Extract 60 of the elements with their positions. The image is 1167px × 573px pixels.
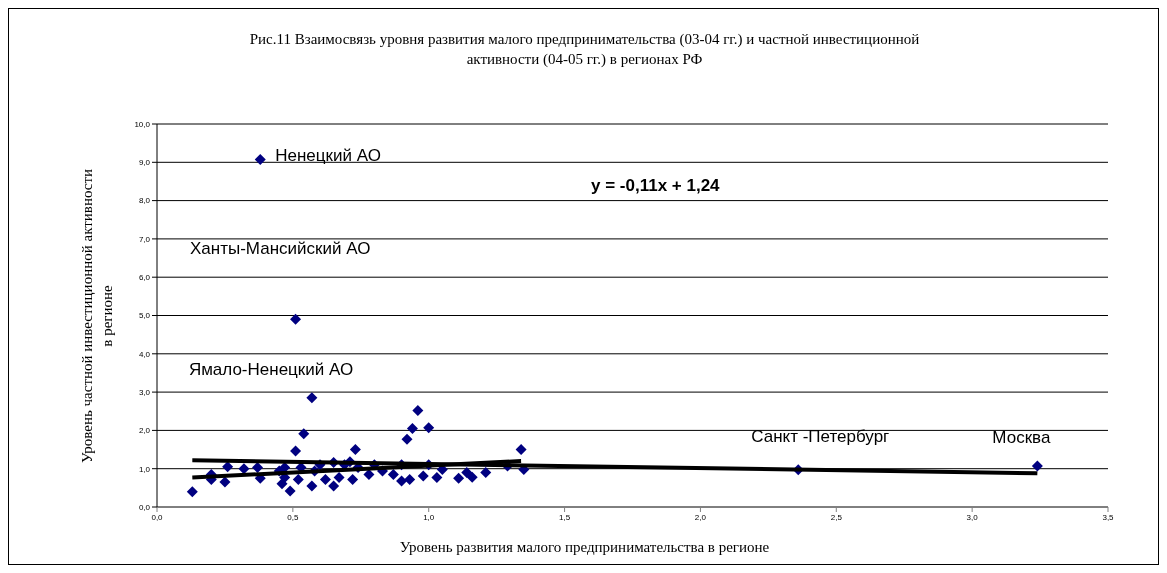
point	[406, 422, 418, 434]
y-tick-label: 0,0	[138, 502, 151, 512]
point	[306, 480, 318, 492]
point	[515, 444, 527, 456]
x-tick-label: 0,5	[287, 512, 299, 522]
x-tick-label: 1,0	[423, 512, 435, 522]
point	[284, 485, 296, 497]
x-tick-label: 3,0	[966, 512, 979, 522]
point	[222, 461, 234, 473]
point	[319, 473, 331, 485]
annotation: Ханты-Мансийский АО	[190, 239, 371, 258]
annotation: Ямало-Ненецкий АО	[188, 360, 354, 380]
point	[292, 473, 304, 485]
y-tick-label: 6,0	[138, 273, 151, 283]
point	[453, 472, 465, 484]
point	[423, 422, 435, 434]
point	[186, 486, 198, 498]
point	[387, 468, 399, 480]
point	[219, 476, 231, 488]
y-tick-label: 10,0	[134, 119, 151, 129]
point	[298, 428, 310, 440]
y-tick-label: 5,0	[138, 311, 151, 321]
x-tick-label: 2,0	[694, 512, 707, 522]
point	[306, 392, 318, 404]
x-tick-label: 3,5	[1102, 512, 1115, 522]
y-axis-title: Уровень частной инвестиционной активности в регионе	[78, 167, 116, 465]
annotation: y = -0,11x + 1,24	[591, 176, 721, 195]
y-tick-label: 2,0	[138, 426, 151, 436]
x-tick-label: 1,5	[559, 512, 571, 522]
point	[431, 472, 443, 484]
point	[480, 467, 492, 479]
y-tick-label: 9,0	[138, 158, 151, 168]
x-tick-label: 2,5	[830, 512, 843, 522]
point	[290, 313, 302, 325]
point	[349, 444, 361, 456]
annotation: Ненецкий АО	[275, 146, 381, 166]
point	[290, 445, 302, 457]
point	[333, 472, 345, 484]
y-tick-label: 3,0	[138, 387, 151, 397]
point	[412, 404, 424, 416]
point	[347, 473, 359, 485]
point	[396, 475, 408, 487]
point	[254, 154, 266, 166]
x-axis-title: Уровень развития малого предпринимательства в регионе	[398, 539, 771, 556]
point	[466, 471, 478, 483]
y-tick-label: 7,0	[138, 234, 151, 244]
y-tick-label: 4,0	[138, 349, 151, 359]
point	[401, 433, 413, 445]
y-tick-label: 8,0	[138, 196, 151, 206]
point	[328, 480, 340, 492]
point	[461, 467, 473, 479]
x-tick-label: 0,0	[151, 512, 164, 522]
annotation: Москва	[992, 427, 1051, 447]
point	[417, 470, 429, 482]
chart-title: Рис.11 Взаимосвязь уровня развития малого предпринимательства (03-04 гг.) и частной инвестиционной активности (04-05 гг.) в регионах РФ	[248, 30, 921, 69]
point	[1031, 460, 1043, 472]
point	[252, 462, 264, 474]
point	[404, 473, 416, 485]
y-tick-label: 1,0	[138, 464, 151, 474]
annotation: Санкт -Петербург	[751, 427, 890, 447]
